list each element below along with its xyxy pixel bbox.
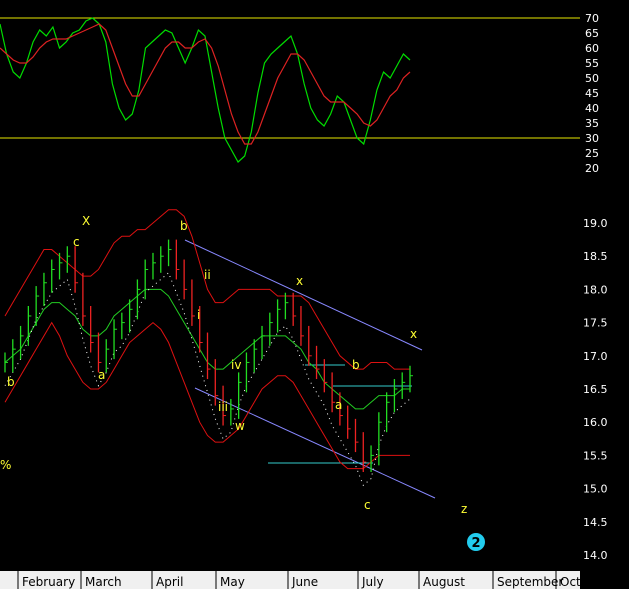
osc-tick-label: 30 <box>585 132 599 145</box>
wave-count-marker <box>467 533 485 551</box>
wave-label: iv <box>231 358 241 372</box>
wave-label: w <box>235 419 245 433</box>
wave-label: c <box>364 498 371 512</box>
wave-label: % <box>0 458 11 472</box>
osc-tick-label: 40 <box>585 102 599 115</box>
osc-tick-label: 45 <box>585 87 599 100</box>
month-label: April <box>156 575 183 589</box>
osc-tick-label: 70 <box>585 12 599 25</box>
oscillator-series-2 <box>0 23 411 145</box>
price-axis: 19.0 18.5 18.0 17.5 17.0 16.5 16.0 15.5 15.0 14.5… <box>583 217 608 562</box>
price-tick-label: 18.0 <box>583 283 608 296</box>
price-tick-label: 18.5 <box>583 250 608 263</box>
wave-label: b <box>7 375 15 389</box>
price-tick-label: 14.0 <box>583 549 608 562</box>
month-label: March <box>85 575 122 589</box>
month-label: September <box>497 575 563 589</box>
wave-label: x <box>410 327 417 341</box>
price-tick-label: 19.0 <box>583 217 608 230</box>
oscillator-panel: 70 65 60 55 50 45 40 35 30 25 20 <box>0 12 599 175</box>
lower-trendline <box>194 387 436 499</box>
price-panel: 19.0 18.5 18.0 17.5 17.0 16.5 16.0 15.5 15.0 14.5… <box>0 209 608 562</box>
osc-tick-label: 25 <box>585 147 599 160</box>
price-tick-label: 15.5 <box>583 449 608 462</box>
wave-label: z <box>461 502 467 516</box>
osc-tick-label: 65 <box>585 27 599 40</box>
wave-label: a <box>98 368 105 382</box>
wave-label: ii <box>204 268 211 282</box>
wave-label: X <box>82 214 90 228</box>
price-tick-label: 15.0 <box>583 483 608 496</box>
upper-trendline <box>184 239 423 351</box>
price-tick-label: 17.0 <box>583 350 608 363</box>
osc-tick-label: 50 <box>585 72 599 85</box>
month-label: July <box>361 575 384 589</box>
oscillator-axis: 70 65 60 55 50 45 40 35 30 25 20 <box>585 12 599 175</box>
oscillator-series-1 <box>0 17 411 163</box>
price-tick-label: 17.5 <box>583 317 608 330</box>
wave-label: c <box>73 235 80 249</box>
wave-label: a <box>335 398 342 412</box>
upper-band <box>4 209 410 370</box>
wave-label: b <box>352 358 360 372</box>
month-label: Oct <box>560 575 581 589</box>
month-label: May <box>220 575 245 589</box>
osc-tick-label: 60 <box>585 42 599 55</box>
month-labels: February March April May June July August Septe… <box>17 571 581 589</box>
month-label: August <box>423 575 465 589</box>
price-tick-label: 14.5 <box>583 516 608 529</box>
time-axis <box>0 571 580 589</box>
osc-tick-label: 35 <box>585 117 599 130</box>
wave-count-marker-label: 2 <box>471 536 480 551</box>
wave-label: iii <box>218 400 228 414</box>
price-tick-label: 16.0 <box>583 416 608 429</box>
trend-channel <box>184 239 436 499</box>
price-bars <box>4 239 413 472</box>
wave-label: b <box>180 219 188 233</box>
month-label: June <box>291 575 318 589</box>
osc-tick-label: 55 <box>585 57 599 70</box>
wave-label: x <box>296 274 303 288</box>
month-label: February <box>22 575 75 589</box>
oscillator-lines <box>0 17 411 163</box>
wave-label: i <box>197 308 200 322</box>
price-tick-label: 16.5 <box>583 383 608 396</box>
osc-tick-label: 20 <box>585 162 599 175</box>
lower-band <box>4 321 410 470</box>
